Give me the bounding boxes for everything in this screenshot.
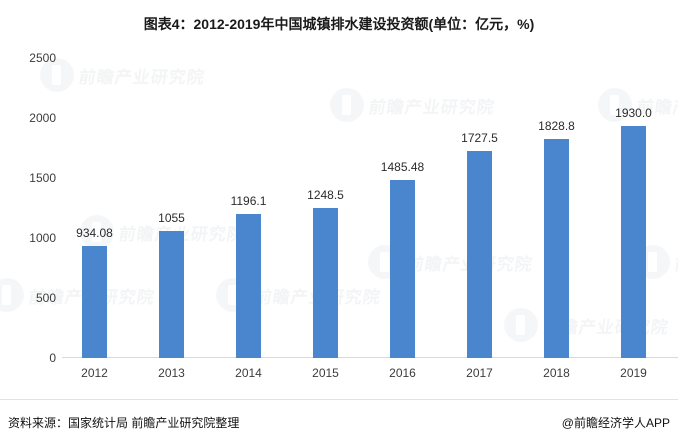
bar-value-label: 1727.5 [461, 130, 498, 145]
y-axis: 0 500 1000 1500 2000 2500 [0, 51, 56, 365]
x-axis-tick-label: 2013 [158, 366, 185, 380]
bar[interactable] [467, 150, 492, 358]
x-axis: 2012 2013 2014 2015 2016 2017 2018 2019 [62, 362, 678, 386]
y-axis-tick-label: 500 [35, 291, 56, 305]
bar[interactable] [544, 138, 569, 358]
brand-note: @前瞻经济学人APP [561, 416, 670, 430]
bar[interactable] [159, 231, 184, 358]
x-axis-tick-label: 2018 [543, 366, 570, 380]
x-axis-tick-label: 2015 [312, 366, 339, 380]
x-axis-tick-label: 2017 [466, 366, 493, 380]
x-axis-baseline [62, 357, 678, 358]
plot-area: 934.08 1055 1196.1 1248.5 1485.48 1727.5 1828.… [62, 58, 678, 358]
bar[interactable] [313, 208, 338, 358]
bar-value-label: 1485.48 [380, 159, 425, 174]
bar-value-label: 1248.5 [307, 188, 344, 203]
x-axis-tick-label: 2019 [620, 366, 647, 380]
x-axis-tick-label: 2012 [81, 366, 108, 380]
source-note: 资料来源：国家统计局 前瞻产业研究院整理 [8, 416, 240, 430]
footer-divider [0, 399, 678, 400]
page-title: 图表4：2012-2019年中国城镇排水建设投资额(单位：亿元，%) [143, 16, 535, 32]
bar[interactable] [390, 179, 415, 358]
bar-value-label: 1055 [158, 211, 185, 226]
y-axis-tick-label: 2000 [29, 111, 56, 125]
bar-value-label: 1930.0 [615, 106, 652, 121]
y-axis-tick-label: 1000 [29, 231, 56, 245]
x-axis-tick-label: 2014 [235, 366, 262, 380]
bar-value-label: 1828.8 [538, 118, 575, 133]
bar[interactable] [621, 126, 646, 358]
y-axis-tick-label: 0 [49, 351, 56, 365]
y-axis-tick-label: 2500 [29, 51, 56, 65]
y-axis-tick-label: 1500 [29, 171, 56, 185]
bar[interactable] [82, 245, 107, 358]
x-axis-tick-label: 2016 [389, 366, 416, 380]
bar-value-label: 934.08 [76, 225, 113, 240]
bar[interactable] [236, 214, 261, 358]
bar-value-label: 1196.1 [230, 194, 267, 209]
